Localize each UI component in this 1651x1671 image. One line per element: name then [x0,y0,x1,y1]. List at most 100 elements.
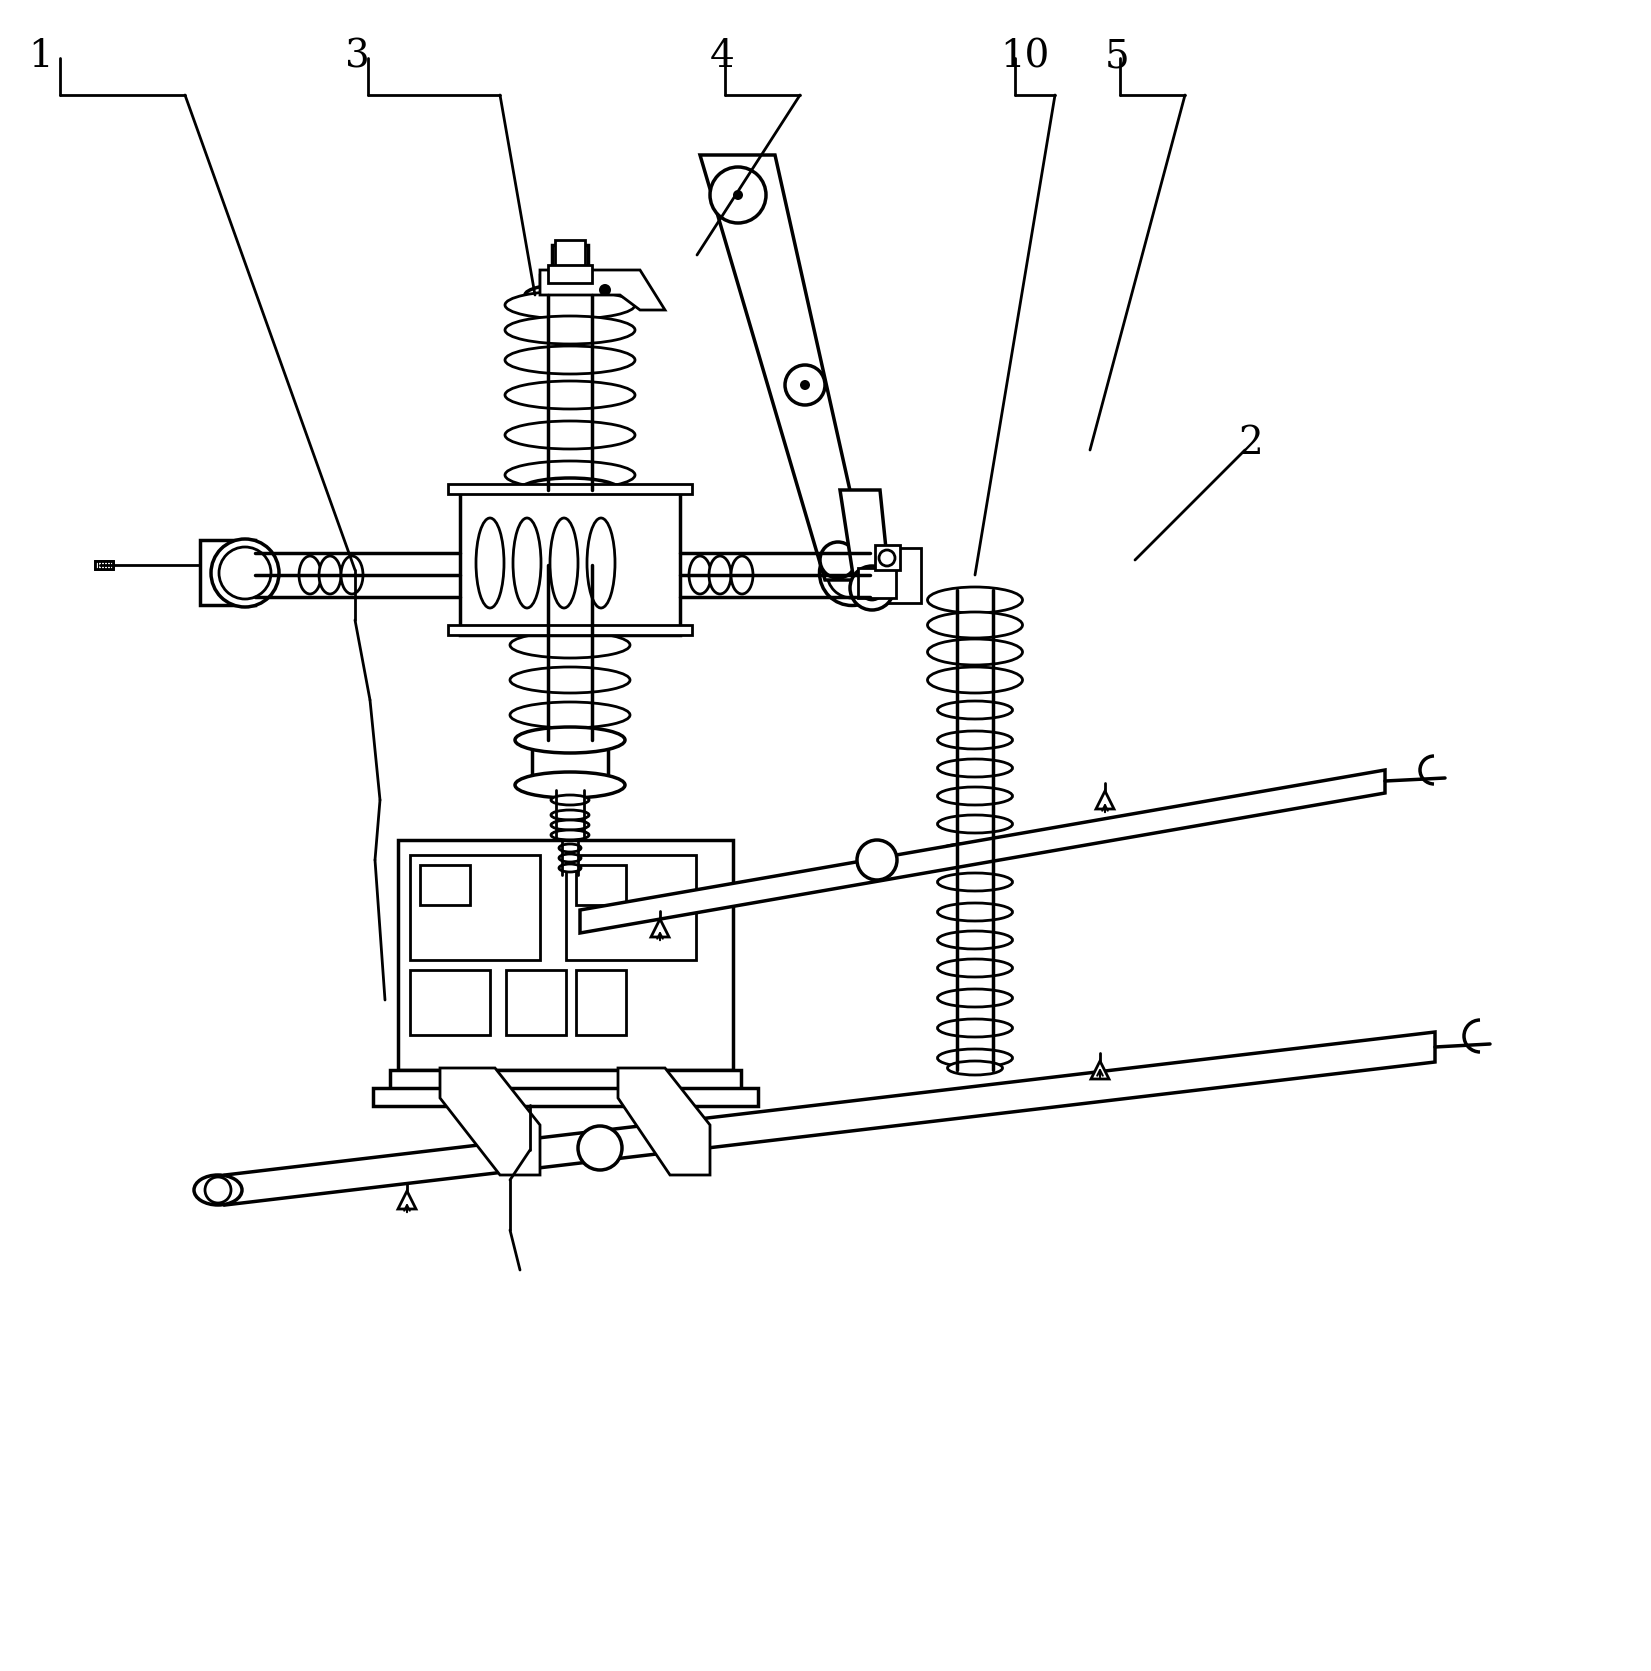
Ellipse shape [938,815,1012,834]
Text: 1: 1 [28,38,53,75]
Ellipse shape [505,346,636,374]
Circle shape [205,1176,231,1203]
Circle shape [801,379,811,389]
Ellipse shape [688,556,712,593]
Polygon shape [1091,1061,1109,1079]
Bar [555,241,584,267]
Ellipse shape [220,546,271,598]
Polygon shape [225,1033,1435,1205]
Bar [535,490,604,570]
Ellipse shape [475,518,504,608]
Polygon shape [1096,790,1114,809]
Ellipse shape [938,872,1012,891]
Bar [867,548,921,603]
Ellipse shape [938,787,1012,805]
Ellipse shape [938,931,1012,949]
Ellipse shape [938,730,1012,749]
Ellipse shape [938,959,1012,978]
Ellipse shape [520,553,621,576]
Circle shape [710,167,766,222]
Text: 4: 4 [710,38,735,75]
Ellipse shape [551,830,589,841]
Bar [859,568,896,598]
Bar [551,246,588,276]
Circle shape [599,284,611,296]
Ellipse shape [938,1019,1012,1038]
Ellipse shape [819,540,885,605]
Ellipse shape [550,518,578,608]
Text: 10: 10 [1001,38,1050,75]
Polygon shape [398,1191,416,1210]
Ellipse shape [928,612,1022,638]
Ellipse shape [731,556,753,593]
Ellipse shape [505,291,636,319]
Bar [390,1069,741,1089]
Bar [461,490,680,635]
Bar [447,485,692,495]
Ellipse shape [510,566,631,593]
Bar [200,540,254,605]
Bar [409,969,490,1034]
Ellipse shape [560,844,581,852]
Circle shape [857,841,896,881]
Ellipse shape [938,702,1012,719]
Ellipse shape [938,842,1012,861]
Ellipse shape [928,587,1022,613]
Ellipse shape [505,381,636,409]
Circle shape [878,550,895,566]
Ellipse shape [520,478,621,501]
Ellipse shape [510,702,631,729]
Bar [863,582,880,593]
Ellipse shape [510,632,631,658]
Bar [875,545,900,570]
Ellipse shape [551,810,589,820]
Polygon shape [580,770,1385,932]
Text: 2: 2 [1238,424,1263,461]
Ellipse shape [211,540,279,607]
Bar [96,561,112,570]
Bar [576,969,626,1034]
Ellipse shape [515,727,626,754]
Polygon shape [441,1068,540,1175]
Ellipse shape [588,518,616,608]
Ellipse shape [342,556,363,593]
Circle shape [821,541,855,578]
Bar [96,561,112,570]
Ellipse shape [505,316,636,344]
Ellipse shape [510,667,631,693]
Bar [548,266,593,282]
Text: 5: 5 [1105,38,1129,75]
Ellipse shape [938,759,1012,777]
Text: 3: 3 [345,38,370,75]
Bar [566,856,697,961]
Bar [373,1088,758,1106]
Circle shape [578,1126,622,1170]
Bar [419,866,471,906]
Bar [532,740,608,790]
Ellipse shape [505,461,636,490]
Ellipse shape [513,518,542,608]
Polygon shape [617,1068,710,1175]
Ellipse shape [928,638,1022,665]
Polygon shape [650,919,669,937]
Circle shape [580,281,589,291]
Bar [447,625,692,635]
Bar [540,276,599,301]
Ellipse shape [708,556,731,593]
Ellipse shape [827,548,877,598]
Circle shape [860,576,883,600]
Ellipse shape [948,1061,1002,1074]
Bar [576,866,626,906]
Ellipse shape [938,989,1012,1008]
Ellipse shape [505,421,636,449]
Ellipse shape [551,795,589,805]
Ellipse shape [299,556,320,593]
Bar [409,856,540,961]
Ellipse shape [515,772,626,799]
Circle shape [850,566,893,610]
Bar [505,969,566,1034]
Ellipse shape [551,820,589,830]
Ellipse shape [560,864,581,872]
Bar [398,841,733,1069]
Circle shape [784,364,826,404]
